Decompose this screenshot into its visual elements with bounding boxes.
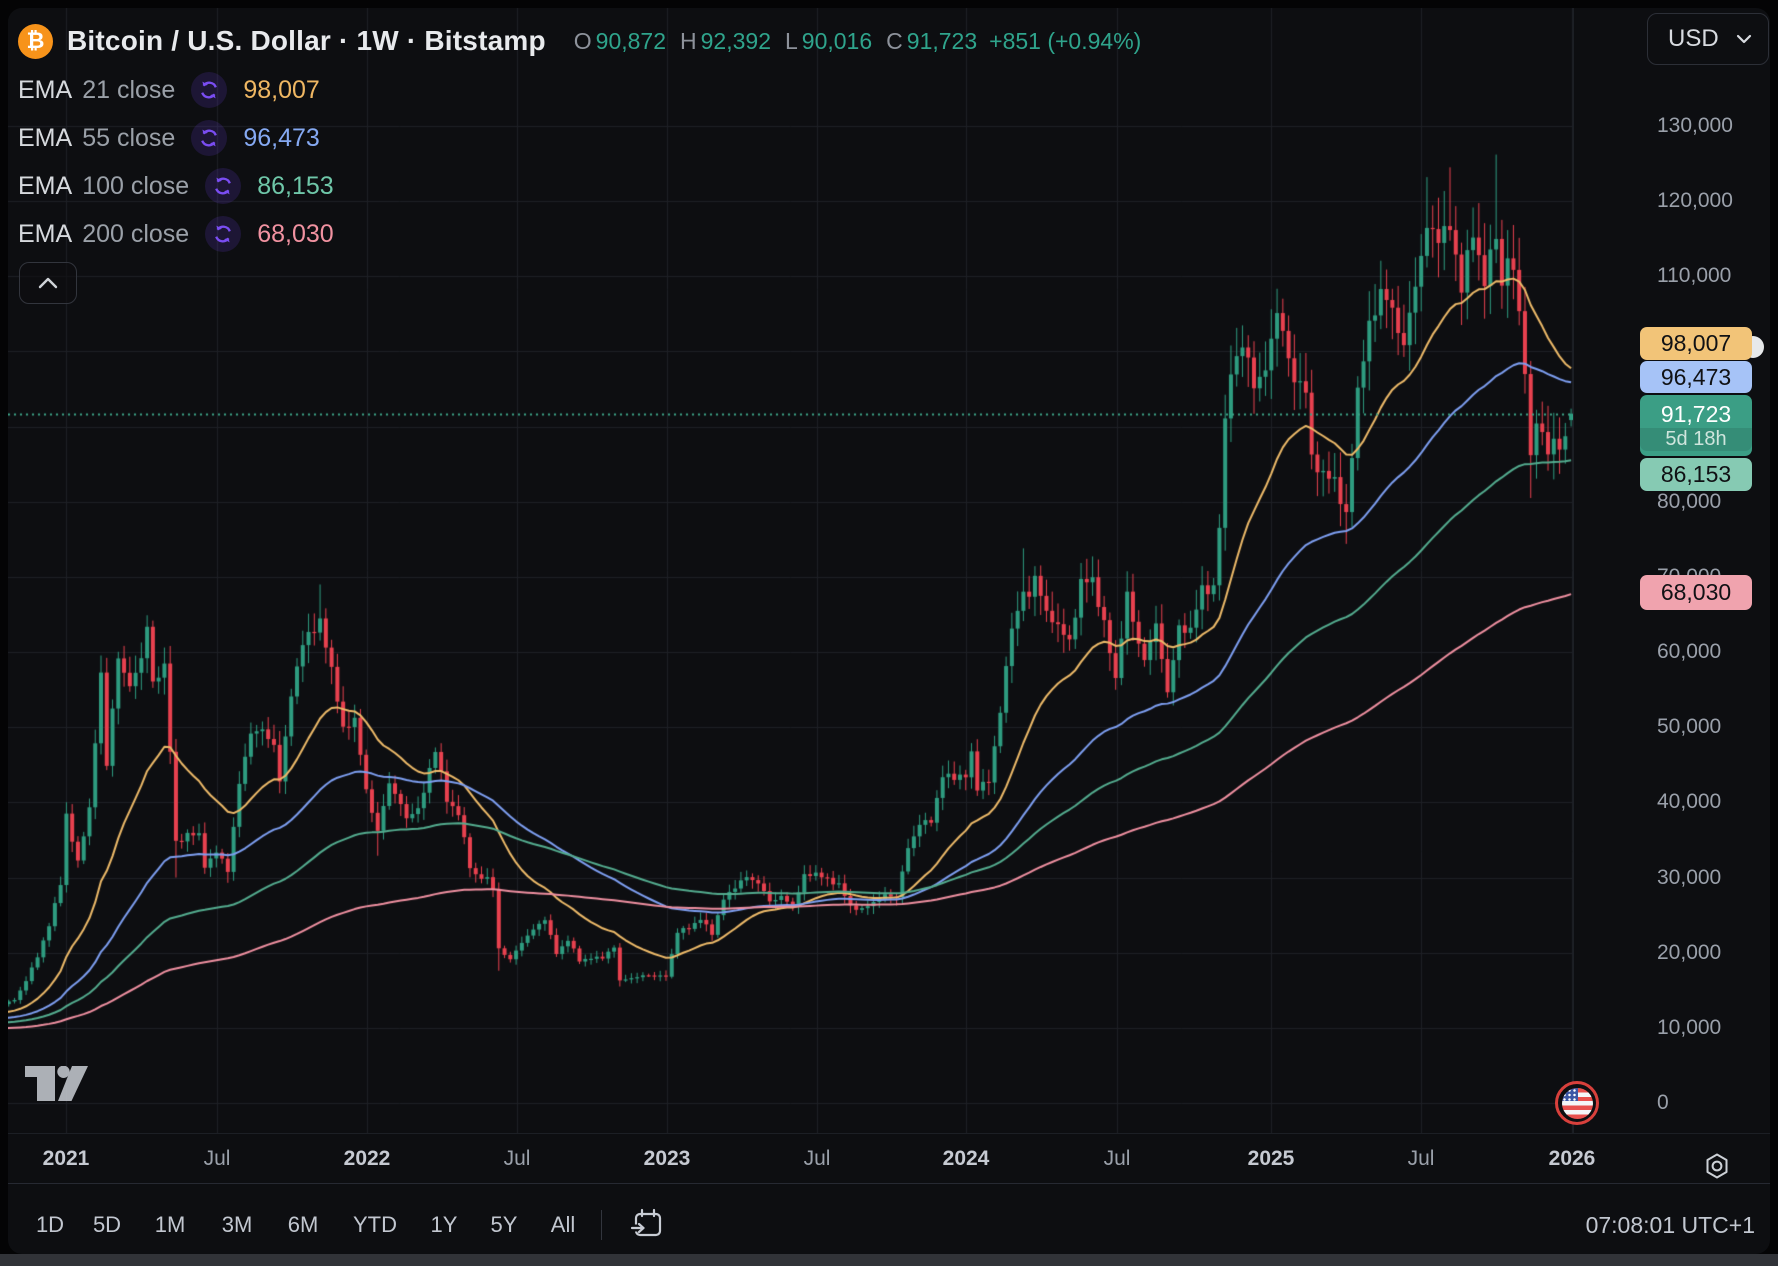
chevron-up-icon xyxy=(38,277,58,289)
ohlc-high-value: 92,392 xyxy=(700,27,771,54)
sync-icon xyxy=(205,168,242,204)
ohlc-close-label: C xyxy=(886,27,903,54)
currency-selector-value: USD xyxy=(1668,25,1719,52)
indicator-legend-row-ema55[interactable]: EMA 55 close 96,473 xyxy=(18,120,320,156)
indicator-name: EMA xyxy=(18,171,73,200)
go-to-date-button[interactable] xyxy=(630,1207,664,1241)
ohlc-close-value: 91,723 xyxy=(906,27,978,54)
us-flag-image xyxy=(1561,1087,1593,1119)
symbol-title-row: ₿ Bitcoin / U.S. Dollar · 1W · Bitstamp … xyxy=(18,22,1141,60)
chart-header: ₿ Bitcoin / U.S. Dollar · 1W · Bitstamp … xyxy=(18,22,1141,252)
ohlc-low-value: 90,016 xyxy=(801,27,873,54)
time-axis-hit-area[interactable] xyxy=(8,1133,1573,1183)
ohlc-low-label: L xyxy=(785,27,798,54)
price-axis-hit-area[interactable] xyxy=(1573,8,1770,1133)
indicator-value: 68,030 xyxy=(257,219,334,248)
indicator-value: 86,153 xyxy=(257,171,334,200)
symbol-title[interactable]: Bitcoin / U.S. Dollar · 1W · Bitstamp xyxy=(67,25,546,56)
ohlc-open-label: O xyxy=(573,27,592,54)
range-button-6m[interactable]: 6M xyxy=(287,1212,319,1237)
indicator-legend-row-ema200[interactable]: EMA 200 close 68,030 xyxy=(18,216,334,252)
price-axis-separator xyxy=(1573,8,1574,1133)
indicator-name: EMA xyxy=(18,219,73,248)
ohlc-high-label: H xyxy=(680,27,697,54)
sync-icon xyxy=(205,216,242,252)
sync-icon xyxy=(191,72,228,108)
calendar-icon xyxy=(630,1208,662,1237)
range-button-all[interactable]: All xyxy=(550,1212,576,1237)
bottom-toolbar: 1D 5D 1M 3M 6M YTD 1Y 5Y All 07:08:01 UTC+1 xyxy=(8,1183,1770,1254)
ohlc-open-value: 90,872 xyxy=(595,27,667,54)
indicator-legend-row-ema21[interactable]: EMA 21 close 98,007 xyxy=(18,72,320,108)
clock-readout[interactable]: 07:08:01 UTC+1 xyxy=(1585,1212,1755,1238)
toolbar-divider xyxy=(601,1210,602,1240)
collapse-legend-button[interactable] xyxy=(19,262,77,304)
range-button-5d[interactable]: 5D xyxy=(92,1212,122,1237)
tradingview-logo-watermark[interactable] xyxy=(25,1065,89,1107)
range-button-3m[interactable]: 3M xyxy=(221,1212,253,1237)
indicator-value: 96,473 xyxy=(243,123,320,152)
range-button-ytd[interactable]: YTD xyxy=(353,1212,397,1237)
indicator-params: 200 close xyxy=(82,219,190,248)
indicator-name: EMA xyxy=(18,75,73,104)
window-bottom-strip xyxy=(0,1254,1778,1266)
range-button-5y[interactable]: 5Y xyxy=(490,1212,518,1237)
sync-icon xyxy=(191,120,228,156)
currency-selector[interactable]: USD xyxy=(1647,13,1769,65)
axis-settings-button[interactable] xyxy=(1703,1152,1731,1180)
chevron-down-icon xyxy=(1736,34,1752,44)
us-flag-event-icon[interactable] xyxy=(1555,1081,1599,1125)
gear-icon xyxy=(1706,1153,1728,1179)
range-button-1d[interactable]: 1D xyxy=(35,1212,65,1237)
indicator-legend-row-ema100[interactable]: EMA 100 close 86,153 xyxy=(18,168,334,204)
indicator-params: 21 close xyxy=(82,75,176,104)
chart-panel: ₿ Bitcoin / U.S. Dollar · 1W · Bitstamp … xyxy=(8,8,1770,1254)
indicator-name: EMA xyxy=(18,123,73,152)
range-button-1y[interactable]: 1Y xyxy=(430,1212,458,1237)
price-chart-canvas[interactable] xyxy=(8,8,1573,1133)
ohlc-change-value: +851 (+0.94%) xyxy=(989,27,1142,54)
ohlc-readout: O 90,872 H 92,392 L 90,016 C 91,723 +851 (+0… xyxy=(564,28,1142,55)
bitcoin-logo-icon: ₿ xyxy=(18,23,53,59)
time-axis-separator xyxy=(8,1133,1770,1134)
indicator-params: 100 close xyxy=(82,171,190,200)
indicator-value: 98,007 xyxy=(243,75,320,104)
range-button-1m[interactable]: 1M xyxy=(154,1212,186,1237)
indicator-params: 55 close xyxy=(82,123,176,152)
